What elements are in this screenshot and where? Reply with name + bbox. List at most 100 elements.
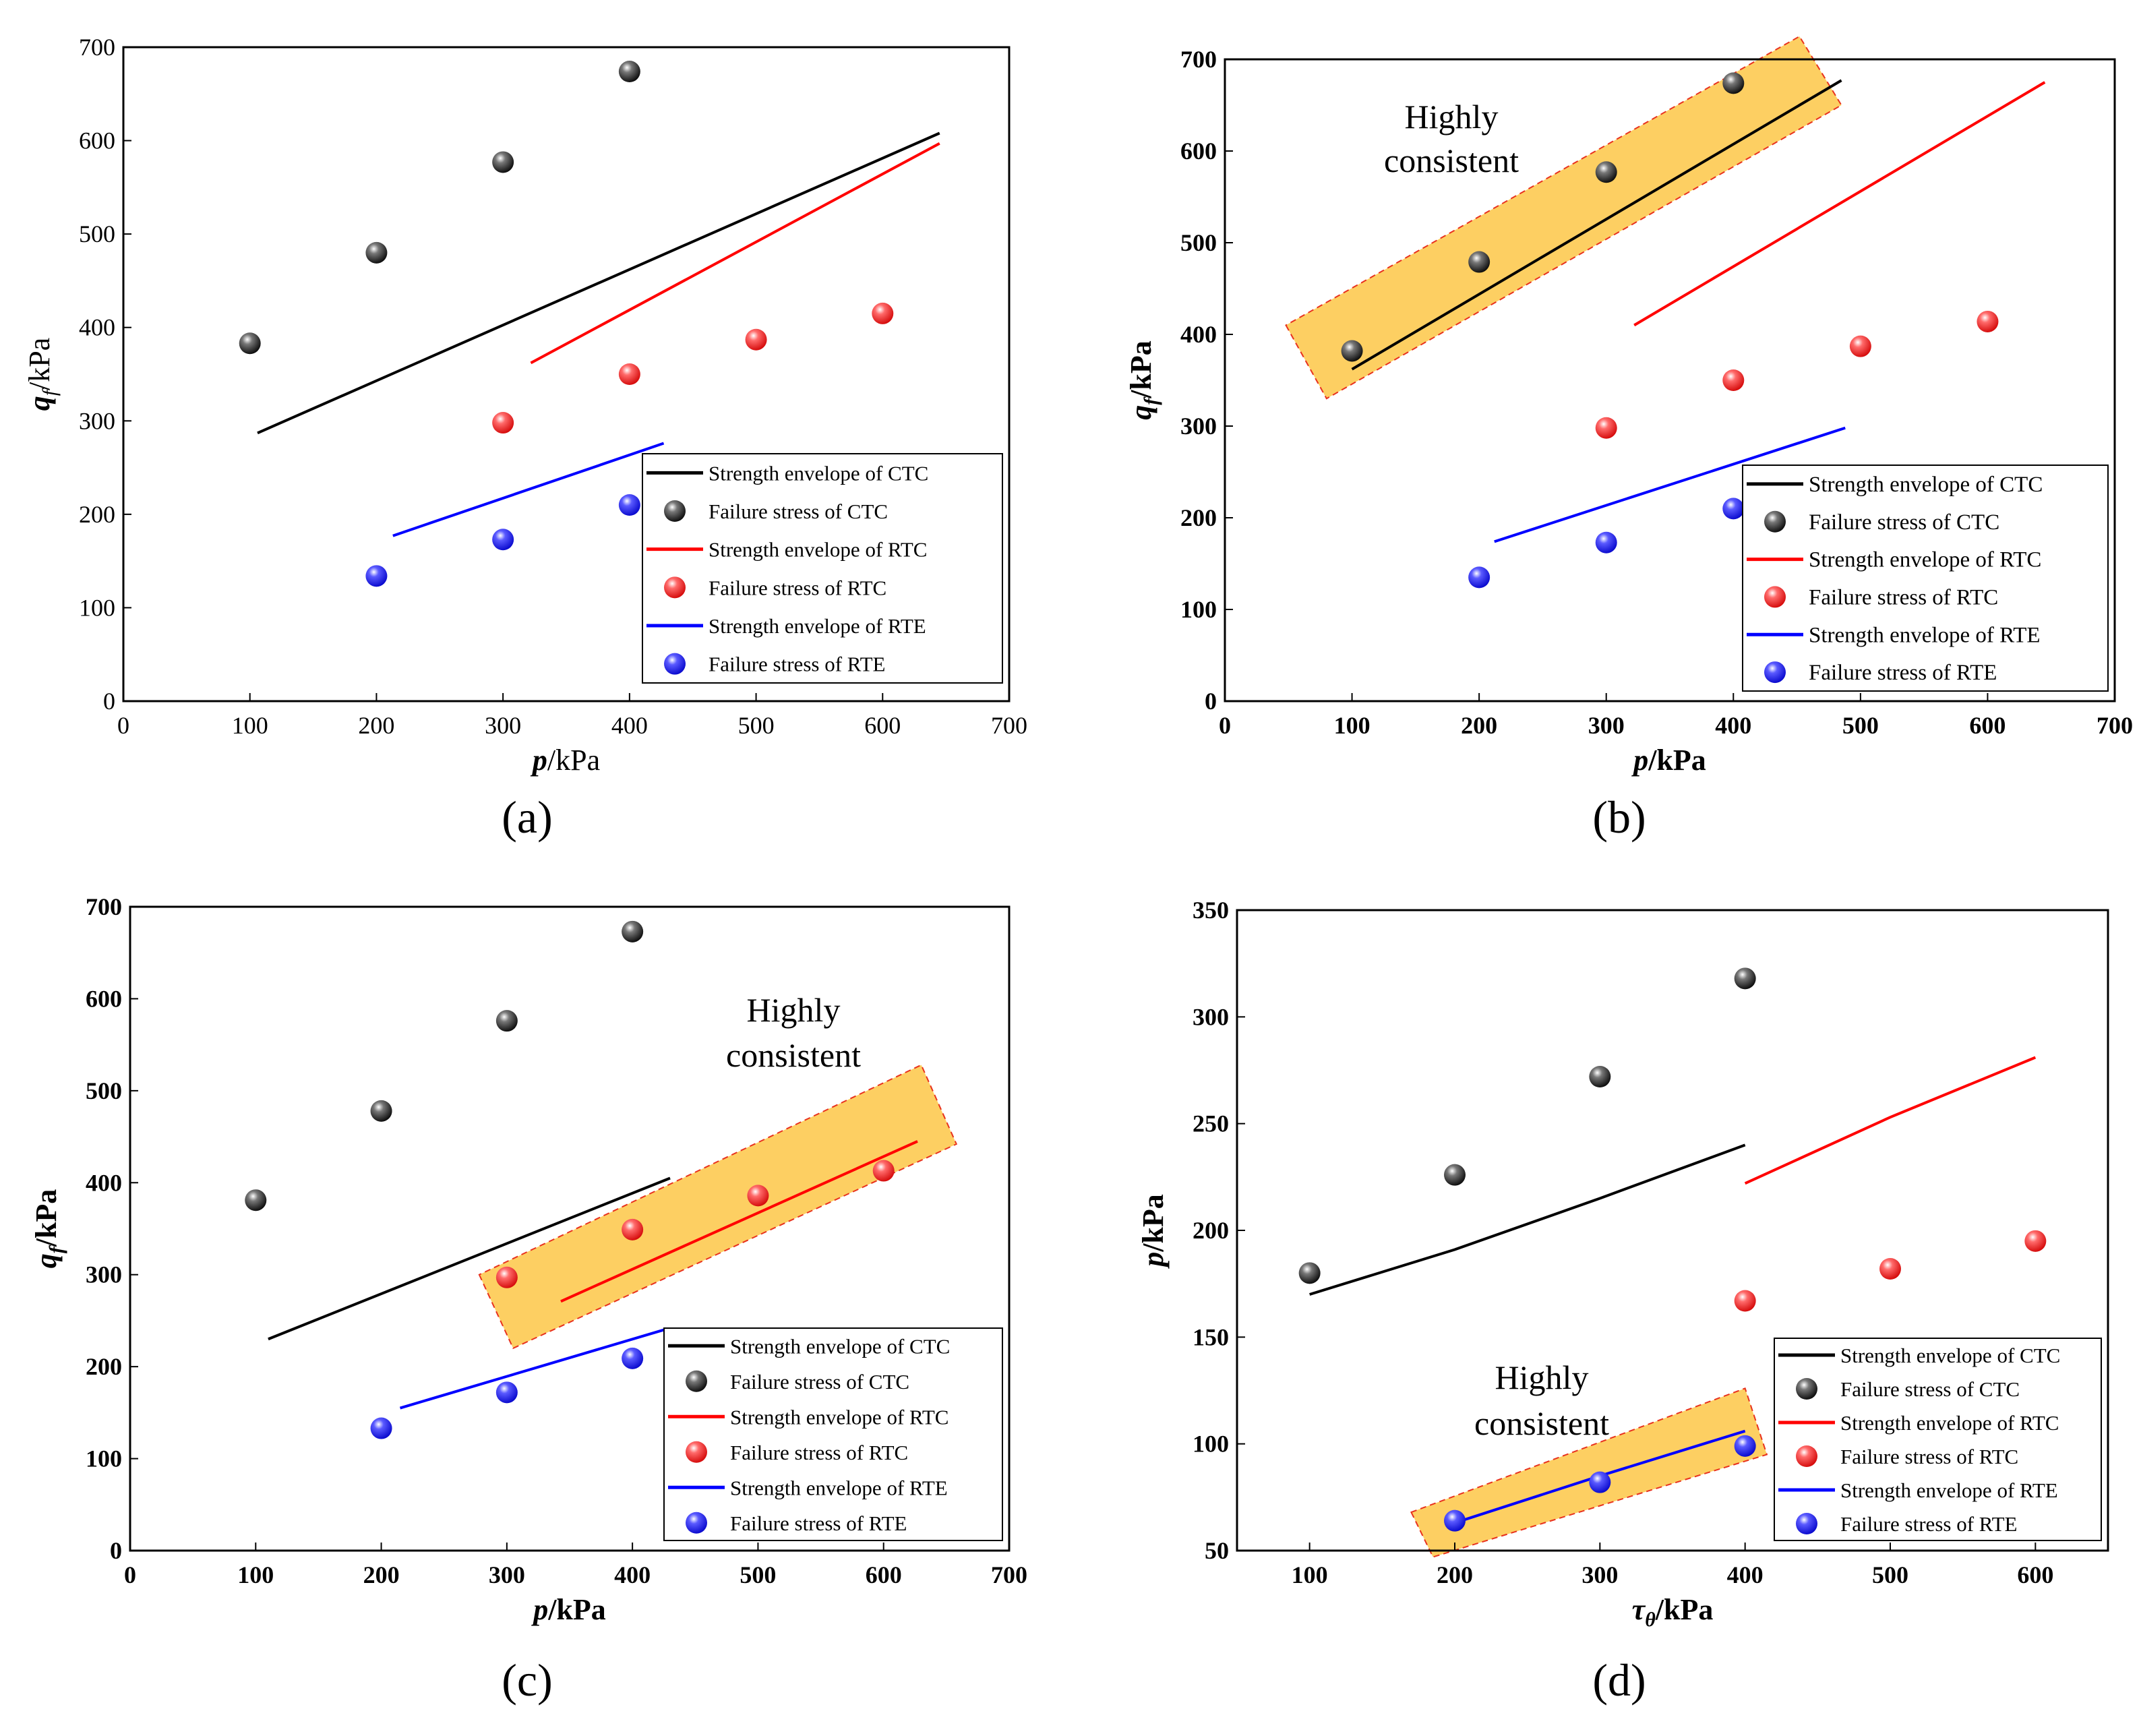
x-axis-title: p/kPa <box>1631 744 1706 777</box>
legend-label: Failure stress of RTE <box>1809 661 1997 685</box>
x-tick-label: 700 <box>2097 712 2133 739</box>
envelope-line <box>1351 79 1842 371</box>
failure-point <box>1595 417 1617 439</box>
y-axis-title: p/kPa <box>1137 1194 1170 1269</box>
y-tick-label: 100 <box>1180 596 1217 623</box>
x-tick-label: 700 <box>991 1561 1027 1588</box>
plot-frame <box>129 905 1011 1552</box>
legend-label: Strength envelope of CTC <box>709 461 928 485</box>
legend-point-swatch <box>664 653 686 675</box>
y-tick-label: 600 <box>1180 138 1217 164</box>
legend-label: Failure stress of RTC <box>1809 585 1998 609</box>
x-tick-label: 300 <box>1581 1561 1618 1588</box>
failure-point <box>1468 251 1490 273</box>
legend-box <box>642 453 1003 684</box>
legend-point-swatch <box>1764 510 1786 533</box>
x-tick-label: 200 <box>1461 712 1497 739</box>
y-tick-label: 250 <box>1193 1110 1229 1137</box>
failure-point <box>495 1010 518 1032</box>
failure-point <box>492 529 514 551</box>
x-tick-label: 400 <box>614 1561 651 1588</box>
failure-point <box>618 363 640 385</box>
x-tick-label: 600 <box>2017 1561 2053 1588</box>
legend-box <box>663 1327 1003 1541</box>
failure-point <box>1722 498 1745 520</box>
failure-point <box>1468 566 1490 589</box>
envelope-line <box>530 142 940 365</box>
y-tick-label: 0 <box>1205 688 1217 715</box>
panel-caption: (a) <box>502 791 552 843</box>
x-tick-label: 700 <box>991 712 1027 739</box>
failure-point <box>365 241 388 264</box>
y-tick-label: 100 <box>86 1445 122 1472</box>
plot-frame <box>1224 58 2116 702</box>
y-tick-label: 300 <box>86 1261 122 1288</box>
failure-point <box>745 328 767 351</box>
y-tick-label: 300 <box>79 407 115 434</box>
y-tick-label: 700 <box>1180 46 1217 73</box>
legend-point-swatch <box>686 1370 707 1392</box>
legend-label: Failure stress of CTC <box>730 1370 909 1394</box>
y-tick-label: 700 <box>86 893 122 920</box>
failure-point <box>1849 335 1871 357</box>
legend-point-swatch <box>664 576 686 599</box>
legend-label: Strength envelope of RTC <box>709 538 927 562</box>
y-tick-label: 300 <box>1193 1003 1229 1030</box>
failure-point <box>1595 531 1617 553</box>
envelope-line <box>268 1176 671 1341</box>
x-tick-label: 0 <box>124 1561 136 1588</box>
legend-label: Failure stress of RTE <box>1840 1512 2017 1536</box>
failure-point <box>1879 1258 1901 1280</box>
annotation-line1: Highly <box>1405 98 1499 136</box>
failure-point <box>492 151 514 173</box>
envelope-line <box>399 1328 665 1410</box>
x-tick-label: 200 <box>363 1561 400 1588</box>
failure-point <box>1734 967 1756 990</box>
annotation-line2: consistent <box>726 1036 861 1074</box>
y-axis-title: qf/kPa <box>1124 340 1162 420</box>
y-axis-title: qf/kPa <box>30 1189 67 1269</box>
annotation-line1: Highly <box>1495 1358 1589 1396</box>
x-tick-label: 300 <box>485 712 521 739</box>
legend: Strength envelope of CTC Failure stress o… <box>1774 1338 2102 1541</box>
y-tick-label: 300 <box>1180 413 1217 440</box>
x-axis-title: τθ/kPa <box>1632 1593 1714 1631</box>
envelope-line <box>392 442 665 537</box>
failure-point <box>872 302 894 324</box>
x-tick-label: 300 <box>489 1561 525 1588</box>
highlight-band <box>1285 35 1842 400</box>
legend-point-swatch <box>1796 1513 1817 1534</box>
x-tick-label: 600 <box>864 712 901 739</box>
x-tick-label: 500 <box>738 712 775 739</box>
y-tick-label: 500 <box>1180 229 1217 256</box>
legend-label: Failure stress of RTE <box>709 653 885 676</box>
panel-caption: (d) <box>1592 1654 1646 1706</box>
x-tick-label: 100 <box>1334 712 1370 739</box>
envelope-line <box>257 131 940 435</box>
y-tick-label: 200 <box>79 501 115 528</box>
highlight-band <box>1410 1387 1768 1558</box>
envelope-line <box>1744 1056 2037 1185</box>
legend-point-swatch <box>686 1441 707 1463</box>
plot-frame <box>122 46 1011 702</box>
panel-caption: (b) <box>1592 791 1646 843</box>
x-axis-title: p/kPa <box>531 1593 606 1626</box>
failure-point <box>622 920 644 942</box>
x-tick-label: 200 <box>1437 1561 1473 1588</box>
annotation-line2: consistent <box>1384 142 1519 179</box>
legend-box <box>1742 465 2109 692</box>
failure-point <box>872 1160 895 1182</box>
y-tick-label: 400 <box>86 1169 122 1196</box>
y-tick-label: 350 <box>1193 897 1229 924</box>
y-axis-title: qf/kPa <box>23 338 61 411</box>
failure-point <box>495 1266 518 1288</box>
failure-point <box>370 1100 392 1122</box>
x-tick-label: 500 <box>1842 712 1879 739</box>
y-tick-label: 0 <box>110 1537 122 1564</box>
failure-point <box>622 1218 644 1240</box>
failure-point <box>2024 1230 2047 1252</box>
legend: Strength envelope of CTC Failure stress o… <box>663 1327 1003 1541</box>
failure-point <box>747 1185 769 1207</box>
x-tick-label: 400 <box>1715 712 1751 739</box>
